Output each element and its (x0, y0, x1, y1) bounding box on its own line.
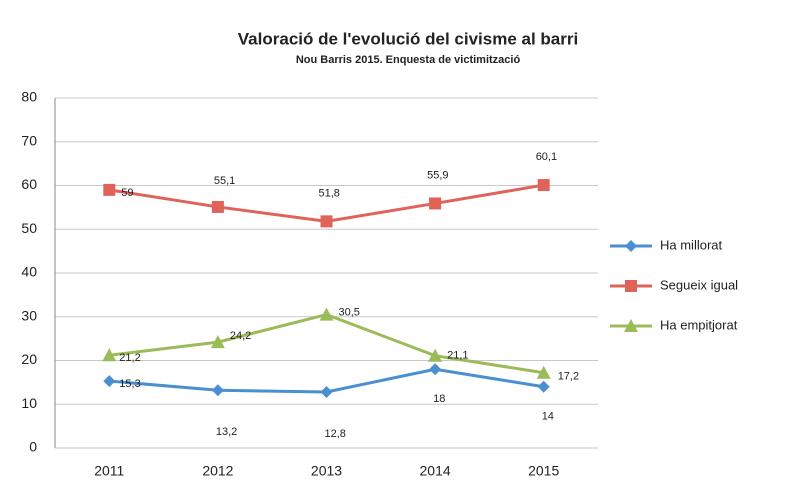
y-tick-label: 20 (21, 351, 37, 367)
data-label: 30,5 (339, 306, 360, 318)
data-point (103, 183, 116, 196)
y-tick-label: 70 (21, 132, 37, 148)
data-label: 59 (121, 187, 133, 199)
data-point (319, 307, 334, 321)
x-tick-label: 2011 (94, 463, 124, 479)
data-point (211, 384, 224, 397)
data-point (429, 197, 442, 210)
data-label: 60,1 (536, 151, 557, 163)
data-label: 15,3 (119, 378, 140, 390)
x-tick-label: 2013 (311, 463, 342, 479)
data-label: 55,9 (427, 169, 448, 181)
data-point (429, 363, 442, 376)
x-tick-label: 2012 (202, 463, 233, 479)
chart-title: Valoració de l'evolució del civisme al b… (238, 29, 578, 48)
data-label: 24,2 (230, 330, 251, 342)
data-label: 12,8 (325, 428, 346, 440)
legend-label: Segueix igual (660, 277, 738, 292)
legend-label: Ha millorat (660, 237, 723, 252)
data-point (210, 335, 225, 349)
data-label: 21,1 (447, 350, 468, 362)
data-point (537, 179, 550, 192)
data-point (320, 386, 333, 398)
y-tick-label: 30 (21, 307, 37, 323)
data-point (428, 348, 443, 362)
x-tick-label: 2014 (420, 463, 451, 479)
legend-label: Ha empitjorat (660, 317, 738, 332)
data-label: 51,8 (319, 187, 340, 199)
data-point (320, 215, 333, 228)
data-label: 21,2 (119, 352, 140, 364)
y-tick-label: 10 (21, 395, 37, 411)
y-tick-label: 0 (29, 439, 37, 455)
data-point (211, 200, 224, 213)
legend-marker (625, 280, 637, 292)
y-tick-label: 40 (21, 264, 37, 280)
chart-subtitle: Nou Barris 2015. Enquesta de victimitzac… (296, 54, 521, 66)
y-tick-label: 60 (21, 176, 37, 192)
data-point (536, 365, 551, 379)
data-point (537, 380, 550, 393)
data-point (102, 348, 117, 362)
data-point (103, 375, 116, 388)
x-tick-label: 2015 (528, 463, 559, 479)
data-label: 55,1 (214, 175, 235, 187)
line-series (109, 312, 544, 375)
legend-marker (625, 240, 637, 252)
legend-marker (624, 319, 638, 332)
data-label: 13,2 (216, 426, 237, 438)
data-label: 18 (433, 393, 445, 405)
y-tick-label: 80 (21, 89, 37, 105)
y-tick-label: 50 (21, 220, 37, 236)
data-label: 14 (542, 411, 554, 423)
data-label: 17,2 (558, 371, 579, 383)
